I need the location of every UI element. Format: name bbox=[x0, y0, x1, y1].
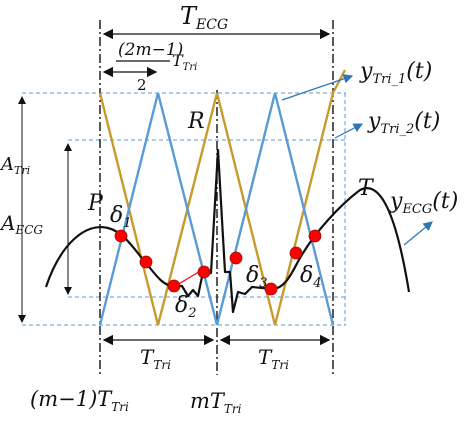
intersection-point bbox=[308, 229, 322, 243]
p-wave-label: P bbox=[87, 191, 104, 216]
a-ecg-label: AECG bbox=[0, 211, 43, 237]
intersection-point bbox=[114, 229, 128, 243]
intersection-point bbox=[167, 279, 181, 293]
t-ecg-label: TECG bbox=[180, 2, 228, 33]
intersection-point bbox=[289, 246, 303, 260]
t-tri-right-label: TTri bbox=[258, 345, 289, 372]
delta-3-label: δ3 bbox=[246, 263, 268, 291]
intersection-point bbox=[229, 251, 243, 265]
axis-mid-label: mTTri bbox=[190, 389, 242, 416]
y-tri-1-label: yTri_1(t) bbox=[359, 59, 432, 87]
y-tri-1-pointer bbox=[281, 74, 354, 101]
y-tri-2-pointer bbox=[334, 123, 364, 139]
period-markers bbox=[99, 20, 334, 375]
intersection-point bbox=[139, 255, 153, 269]
y-ecg-pointer bbox=[403, 221, 433, 246]
intersection-point bbox=[264, 282, 278, 296]
delta-4-label: δ4 bbox=[300, 263, 322, 291]
half-period-denominator: 2 bbox=[137, 76, 147, 94]
a-tri-label: ATri bbox=[0, 154, 30, 177]
half-period-t-label: TTri bbox=[172, 51, 197, 73]
t-tri-left-label: TTri bbox=[140, 345, 171, 372]
delta-2-label: δ2 bbox=[175, 293, 197, 321]
t-wave-label: T bbox=[358, 176, 375, 201]
guide-lines bbox=[22, 92, 346, 326]
delta-1-label: δ1 bbox=[110, 203, 132, 231]
axis-left-label: (m−1)TTri bbox=[30, 387, 129, 414]
intersection-points bbox=[114, 229, 322, 296]
intersection-point bbox=[197, 265, 211, 279]
y-tri-2-label: yTri_2(t) bbox=[367, 109, 440, 137]
ecg-waveform bbox=[44, 148, 411, 314]
y-ecg-label: yECG(t) bbox=[389, 189, 458, 217]
triangle-wave-2 bbox=[98, 92, 335, 326]
r-peak-label: R bbox=[187, 109, 205, 134]
half-period-numerator: (2m−1) bbox=[118, 40, 183, 60]
